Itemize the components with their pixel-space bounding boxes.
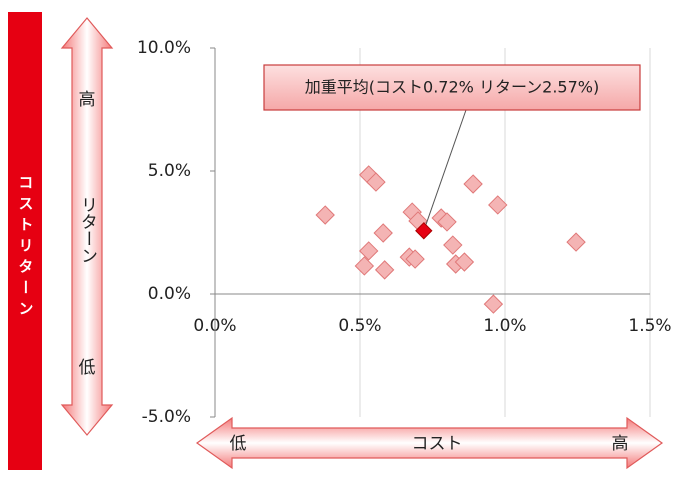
point (354, 256, 375, 276)
side-bar (8, 12, 42, 470)
highlight-point (415, 222, 433, 240)
point (374, 260, 395, 280)
y-tick-label: -5.0% (142, 407, 191, 427)
point (483, 294, 504, 314)
x-tick-label: 0.5% (338, 316, 381, 336)
point (373, 223, 393, 243)
y-arrow-low: 低 (79, 358, 96, 378)
point (463, 174, 483, 194)
point (566, 232, 586, 252)
point (488, 195, 508, 215)
annotation-box (263, 64, 641, 111)
y-tick-label: 5.0% (148, 161, 191, 181)
point (358, 241, 379, 261)
annotation-text: 加重平均(コスト0.72% リターン2.57%) (305, 78, 599, 97)
x-arrow-high: 高 (612, 434, 629, 454)
point (437, 212, 457, 232)
y-tick-label: 10.0% (137, 38, 191, 58)
x-tick-label: 1.0% (483, 316, 526, 336)
point (366, 172, 386, 192)
x-arrow-low: 低 (230, 434, 247, 454)
x-arrow-label: コスト (412, 434, 463, 454)
point (454, 252, 475, 272)
y-arrow-label: リターン (77, 196, 97, 264)
y-tick-label: 0.0% (148, 284, 191, 304)
leader-line (423, 109, 467, 231)
side-label: コストリターン (17, 175, 35, 322)
x-tick-label: 1.5% (628, 316, 671, 336)
x-arrow (195, 416, 664, 470)
point (315, 205, 335, 225)
point (405, 249, 425, 269)
y-arrow-high: 高 (79, 90, 96, 110)
y-arrow (60, 17, 114, 436)
point (443, 235, 463, 255)
